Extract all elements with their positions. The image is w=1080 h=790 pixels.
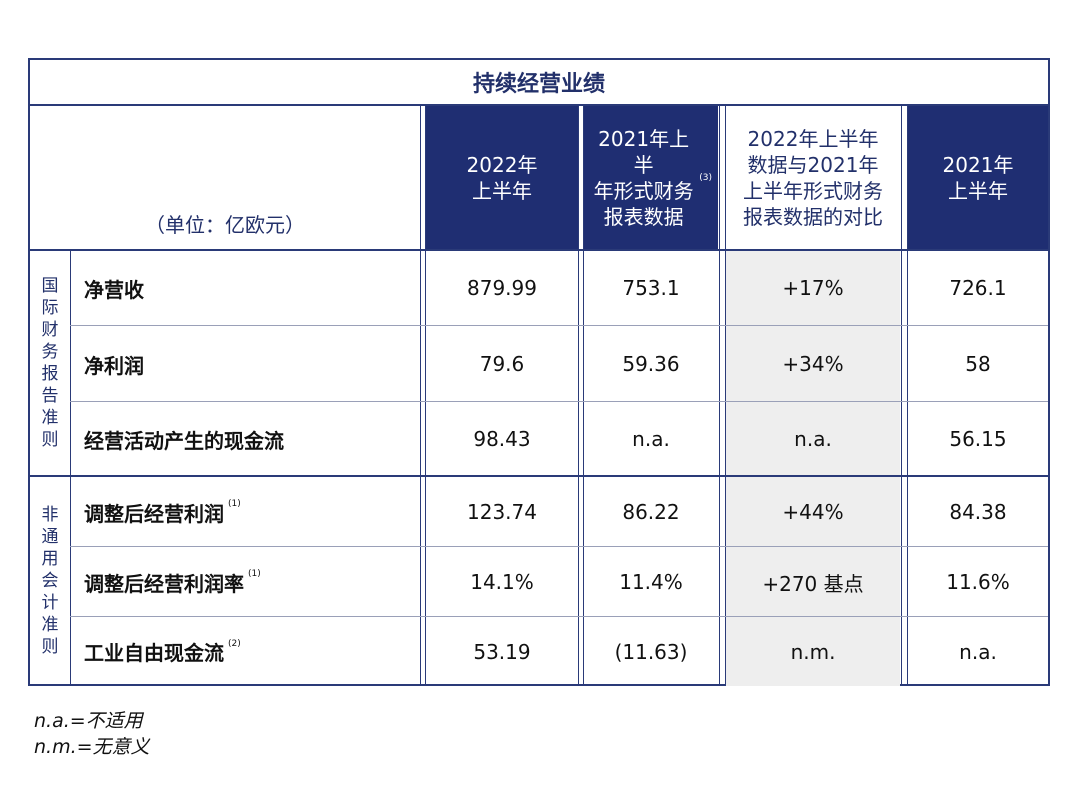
row-label-net-profit: 净利润 xyxy=(84,353,144,378)
divider xyxy=(719,106,720,686)
column-header-2021h1: 2021年 上半年 xyxy=(908,106,1048,250)
table-cell: n.a. xyxy=(794,427,832,451)
divider xyxy=(30,249,1048,251)
table-cell: 123.74 xyxy=(467,500,537,524)
table-cell: 98.43 xyxy=(473,427,531,451)
divider xyxy=(70,401,1048,402)
row-label-net-revenue: 净营收 xyxy=(84,277,144,302)
table-cell: 79.6 xyxy=(479,352,525,376)
table-cell: 726.1 xyxy=(949,276,1007,300)
table-cell: 56.15 xyxy=(949,427,1007,451)
table-cell: 53.19 xyxy=(473,639,531,664)
table-cell: 58 xyxy=(965,352,991,376)
divider xyxy=(70,616,1048,617)
table-cell: 59.36 xyxy=(622,352,680,376)
table-cell: 11.6% xyxy=(946,570,1010,594)
table-cell: +17% xyxy=(782,276,844,300)
row-label-adjusted-operating-margin: 调整后经营利润率 (1) xyxy=(84,569,261,596)
footnotes: n.a.=不适用 n.m.=无意义 xyxy=(34,708,150,760)
divider xyxy=(583,106,584,686)
footnote-3: (3) xyxy=(699,173,712,183)
divider xyxy=(578,106,579,686)
group-label-ifrs: 国际财务报告准则 xyxy=(41,276,59,450)
column-header-comparison: 2022年上半年 数据与2021年 上半年形式财务 报表数据的对比 xyxy=(726,106,900,250)
unit-label: （单位：亿欧元） xyxy=(145,213,305,237)
table-cell: (11.63) xyxy=(614,639,688,664)
column-header-2022h1: 2022年 上半年 xyxy=(426,106,578,250)
table-cell: n.a. xyxy=(632,427,670,451)
row-label-operating-cash-flow: 经营活动产生的现金流 xyxy=(84,428,284,453)
divider xyxy=(425,106,426,686)
table-cell: n.a. xyxy=(959,639,997,664)
table-cell: n.m. xyxy=(790,639,836,664)
table-cell: +34% xyxy=(782,352,844,376)
divider xyxy=(907,106,908,686)
divider xyxy=(70,250,71,686)
table-cell: 14.1% xyxy=(470,570,534,594)
footnote-nm: n.m.=无意义 xyxy=(34,736,150,758)
group-label-non-gaap: 非通用会计准则 xyxy=(41,505,59,657)
divider xyxy=(725,106,726,686)
table-frame xyxy=(28,58,1050,686)
table-cell: 753.1 xyxy=(622,276,680,300)
divider xyxy=(420,106,421,686)
table-cell: 84.38 xyxy=(949,500,1007,524)
column-header-2021h1-proforma: 2021年上半 年形式财务 报表数据 (3) xyxy=(584,106,718,250)
comparison-column-shading xyxy=(726,250,900,686)
divider xyxy=(70,546,1048,547)
table-cell: 86.22 xyxy=(622,500,680,524)
table-cell: +44% xyxy=(782,500,844,524)
table-cell: 879.99 xyxy=(467,276,537,300)
table-title: 持续经营业绩 xyxy=(30,60,1048,106)
row-label-adjusted-operating-profit: 调整后经营利润 (1) xyxy=(84,499,241,526)
row-label-industrial-free-cash-flow: 工业自由现金流 (2) xyxy=(84,638,241,666)
footnote-na: n.a.=不适用 xyxy=(34,710,143,732)
divider xyxy=(30,475,1048,477)
table-cell: +270 基点 xyxy=(762,571,864,596)
divider xyxy=(901,106,902,686)
divider xyxy=(70,325,1048,326)
table-cell: 11.4% xyxy=(619,570,683,594)
